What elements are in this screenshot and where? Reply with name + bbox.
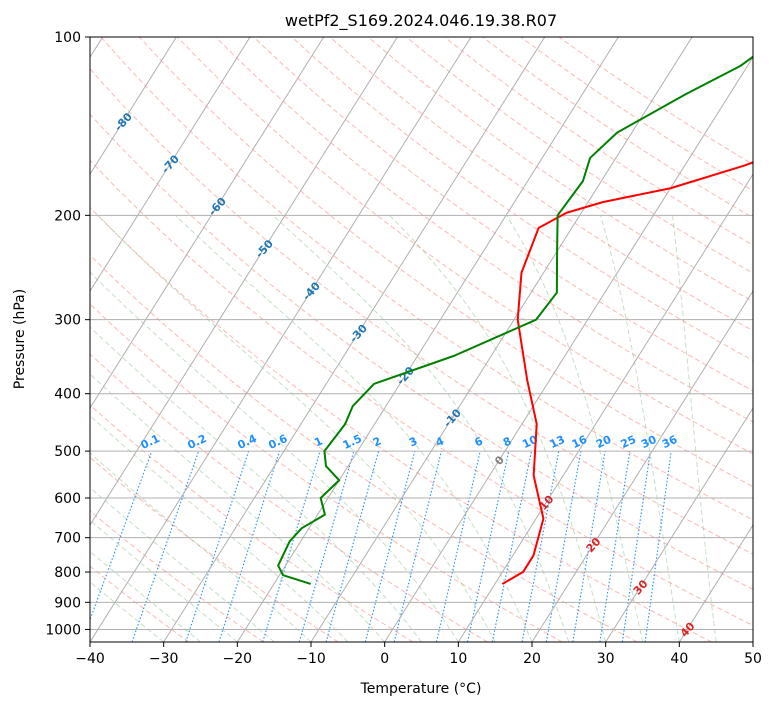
moist-adiabat-line bbox=[599, 215, 680, 642]
dry-adiabat-line bbox=[90, 254, 638, 642]
moist-adiabat-line bbox=[97, 214, 496, 642]
mixing-ratio-label: 36 bbox=[660, 433, 680, 451]
isotherm-line bbox=[752, 641, 753, 642]
x-tick-label: 20 bbox=[523, 651, 541, 667]
temperature-profile-line bbox=[501, 161, 753, 585]
dry-adiabat-line bbox=[90, 456, 339, 642]
dry-adiabat-line bbox=[90, 159, 753, 627]
mixing-ratio-label: 25 bbox=[619, 433, 638, 451]
x-tick-label: 30 bbox=[597, 651, 615, 667]
dry-adiabat-line bbox=[100, 37, 753, 521]
y-tick-label: 200 bbox=[54, 208, 81, 224]
mixing-ratio-line bbox=[572, 451, 606, 642]
mixing-ratio-label: 20 bbox=[594, 433, 614, 451]
dry-adiabat-line bbox=[138, 37, 753, 488]
isotherm-line bbox=[90, 37, 177, 176]
mixing-ratio-line bbox=[90, 450, 153, 622]
moist-adiabat-line bbox=[506, 215, 643, 642]
isotherm-line bbox=[90, 37, 325, 410]
mixing-ratio-line bbox=[521, 450, 560, 642]
moist-adiabat-line bbox=[90, 452, 312, 642]
dry-adiabat-line bbox=[291, 37, 753, 362]
y-tick-label: 1000 bbox=[45, 622, 81, 638]
dry-adiabat-line bbox=[90, 68, 753, 555]
y-tick-label: 500 bbox=[54, 444, 81, 460]
x-tick-label: 40 bbox=[670, 651, 688, 667]
plot-frame bbox=[89, 36, 754, 643]
dry-adiabat-line bbox=[90, 510, 264, 642]
isotherm-line bbox=[457, 173, 753, 642]
y-tick-label: 600 bbox=[54, 491, 81, 507]
mixing-ratio-label: 16 bbox=[570, 433, 590, 451]
x-tick-label: 50 bbox=[744, 651, 762, 667]
isotherm-line bbox=[678, 524, 753, 642]
moist-adiabat-line bbox=[672, 215, 717, 642]
dry-adiabat-line bbox=[90, 206, 712, 642]
isotherm-line bbox=[236, 37, 619, 642]
x-tick-label: −30 bbox=[149, 651, 179, 667]
moist-adiabat-line bbox=[90, 414, 349, 642]
y-tick-label: 300 bbox=[54, 313, 81, 329]
x-tick-label: −10 bbox=[296, 651, 326, 667]
isotherm-line bbox=[163, 37, 546, 642]
y-axis-label: Pressure (hPa) bbox=[12, 289, 28, 389]
dry-adiabat-line bbox=[215, 37, 753, 423]
mixing-ratio-line bbox=[435, 450, 481, 642]
y-tick-label: 700 bbox=[54, 531, 81, 547]
mixing-ratio-line bbox=[491, 450, 533, 642]
moist-adiabat-line bbox=[175, 214, 533, 642]
x-tick-label: −20 bbox=[223, 651, 253, 667]
mixing-ratio-line bbox=[644, 451, 672, 642]
isotherm-line bbox=[90, 37, 398, 526]
y-tick-label: 800 bbox=[54, 565, 81, 581]
chart-title: wetPf2_S169.2024.046.19.38.R07 bbox=[285, 11, 557, 31]
dry-adiabat-line bbox=[253, 37, 753, 392]
isotherm-line bbox=[90, 37, 472, 642]
dewpoint-profile-line bbox=[277, 55, 753, 585]
x-tick-label: 10 bbox=[449, 651, 467, 667]
moist-adiabat-line bbox=[90, 326, 422, 642]
moist-adiabat-line bbox=[272, 214, 570, 642]
mixing-ratio-line bbox=[364, 450, 416, 642]
y-tick-label: 100 bbox=[54, 30, 81, 46]
mixing-ratio-line bbox=[393, 450, 442, 642]
moist-adiabat-line bbox=[90, 519, 238, 642]
plot-background bbox=[90, 37, 753, 642]
isotherm-line bbox=[384, 56, 753, 642]
moist-adiabat-line bbox=[90, 550, 201, 642]
isotherm-label: -90 bbox=[65, 68, 88, 92]
isotherm-line bbox=[310, 37, 693, 642]
dry-adiabat-line bbox=[90, 113, 753, 590]
x-axis-label: Temperature (°C) bbox=[360, 681, 482, 697]
y-tick-label: 400 bbox=[54, 387, 81, 403]
mixing-ratio-line bbox=[298, 450, 355, 642]
x-tick-label: 0 bbox=[380, 651, 389, 667]
isotherm-line bbox=[531, 290, 753, 642]
mixing-ratio-label: 30 bbox=[639, 433, 659, 451]
mixing-ratio-line bbox=[325, 450, 380, 642]
moist-adiabat-line bbox=[90, 373, 386, 642]
mixing-ratio-line bbox=[621, 451, 651, 642]
mixing-ratio-label: 13 bbox=[548, 433, 567, 451]
moist-adiabat-line bbox=[389, 214, 607, 642]
y-tick-label: 900 bbox=[54, 595, 81, 611]
x-tick-label: −40 bbox=[75, 651, 105, 667]
mixing-ratio-line bbox=[466, 450, 510, 642]
moist-adiabat-line bbox=[90, 271, 459, 642]
isotherm-line bbox=[90, 37, 251, 293]
dry-adiabat-line bbox=[90, 353, 488, 642]
mixing-ratio-line bbox=[131, 450, 200, 642]
mixing-ratio-line bbox=[599, 451, 631, 642]
isotherm-line bbox=[605, 407, 753, 642]
isotherm-label: -100 bbox=[4, 40, 32, 69]
dry-adiabat-line bbox=[90, 303, 563, 642]
